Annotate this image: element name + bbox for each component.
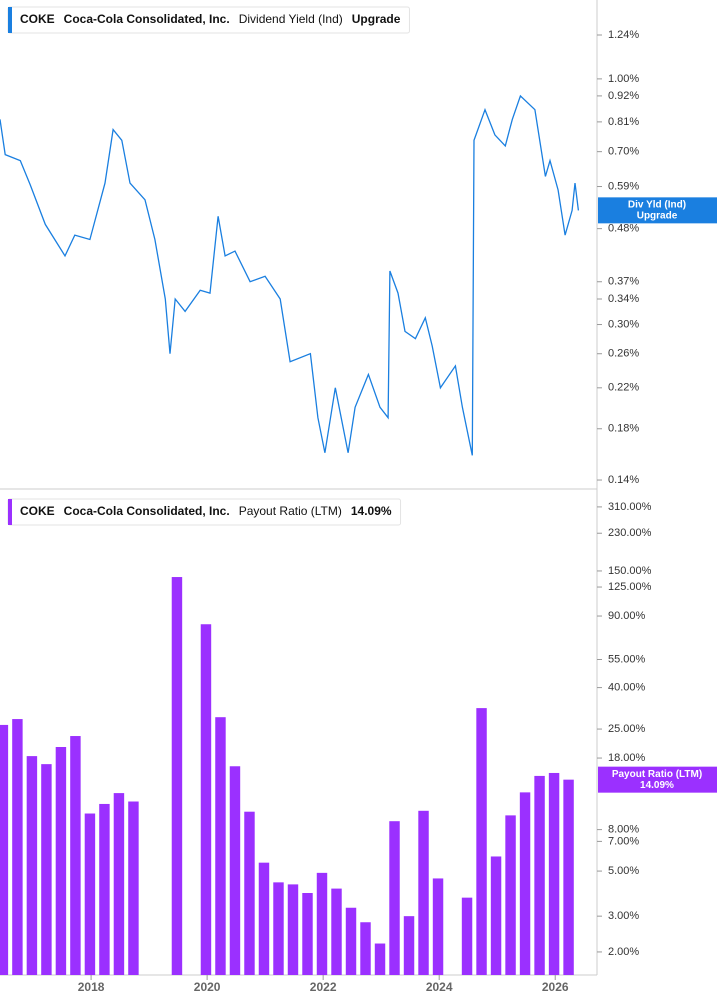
y-tick-label: 0.30%	[608, 318, 639, 330]
data-line	[0, 94, 580, 456]
bar	[84, 813, 96, 975]
y-tick-label: 0.22%	[608, 382, 639, 394]
legend: COKE Coca-Cola Consolidated, Inc. Payout R…	[7, 498, 402, 526]
bar	[461, 897, 473, 975]
bar	[534, 775, 545, 975]
y-tick-label: 0.92%	[608, 90, 639, 102]
y-tick-label: 0.59%	[608, 180, 639, 192]
x-tick-label: 2024	[426, 980, 453, 994]
y-tick-label: 2.00%	[608, 946, 639, 958]
y-tick-label: 40.00%	[608, 681, 646, 693]
legend: COKE Coca-Cola Consolidated, Inc. Dividend…	[7, 6, 410, 34]
bar	[41, 764, 52, 975]
bar	[26, 756, 38, 975]
y-tick-label: 0.14%	[608, 474, 639, 486]
bar	[360, 922, 371, 975]
y-tick-label: 5.00%	[608, 865, 639, 877]
y-tick-label: 310.00%	[608, 501, 652, 513]
y-tick-label: 0.18%	[608, 423, 639, 435]
bar	[476, 708, 487, 975]
value-badge-label: Payout Ratio (LTM)	[612, 769, 702, 780]
value-badge	[598, 766, 717, 793]
x-tick-label: 2022	[310, 980, 337, 994]
x-tick-label: 2026	[542, 980, 569, 994]
bar	[432, 878, 444, 975]
bar	[113, 793, 125, 975]
bar	[490, 856, 502, 975]
bar	[171, 577, 183, 975]
value-badge-label: Div Yld (Ind)	[628, 199, 686, 210]
legend-metric: Dividend Yield (Ind)	[239, 12, 343, 26]
y-tick-label: 1.00%	[608, 73, 639, 85]
y-tick-label: 0.48%	[608, 223, 639, 235]
bar	[374, 943, 386, 975]
bar	[418, 810, 429, 975]
bar	[505, 815, 516, 975]
y-tick-label: 230.00%	[608, 527, 652, 539]
bar	[389, 821, 400, 975]
y-tick-label: 150.00%	[608, 565, 652, 577]
bar	[12, 719, 23, 975]
legend-company: Coca-Cola Consolidated, Inc.	[64, 12, 230, 26]
y-tick-label: 0.26%	[608, 348, 639, 360]
legend-swatch	[8, 499, 12, 525]
legend-metric: Payout Ratio (LTM)	[239, 504, 342, 518]
x-tick-label: 2018	[78, 980, 105, 994]
y-tick-label: 125.00%	[608, 581, 652, 593]
y-tick-label: 18.00%	[608, 752, 646, 764]
bar	[563, 779, 574, 975]
bar	[0, 724, 9, 975]
value-badge	[598, 197, 717, 224]
bar	[258, 862, 270, 975]
bar	[244, 811, 255, 975]
legend-company: Coca-Cola Consolidated, Inc.	[64, 504, 230, 518]
bar	[287, 884, 299, 975]
bar	[302, 893, 313, 975]
x-tick-label: 2020	[194, 980, 221, 994]
bar	[273, 882, 284, 975]
bar	[403, 916, 415, 975]
bar	[229, 766, 241, 975]
y-tick-label: 0.34%	[608, 293, 639, 305]
y-tick-label: 90.00%	[608, 610, 646, 622]
y-tick-label: 7.00%	[608, 835, 639, 847]
y-tick-label: 3.00%	[608, 910, 639, 922]
value-badge-label: 14.09%	[640, 780, 674, 791]
bar	[200, 624, 212, 975]
bar	[548, 772, 560, 975]
legend-ticker: COKE	[20, 12, 55, 26]
bar	[55, 747, 67, 975]
bar	[99, 803, 110, 975]
y-tick-label: 0.37%	[608, 276, 639, 288]
bar	[331, 888, 342, 975]
bar	[70, 736, 81, 975]
bar	[215, 717, 226, 975]
bar	[519, 792, 531, 975]
y-tick-label: 0.70%	[608, 146, 639, 158]
legend-value: Upgrade	[352, 12, 401, 26]
bar	[345, 907, 357, 975]
legend-swatch	[8, 7, 12, 33]
y-tick-label: 25.00%	[608, 723, 646, 735]
y-tick-label: 1.24%	[608, 29, 639, 41]
y-tick-label: 0.81%	[608, 116, 639, 128]
value-badge-label: Upgrade	[637, 210, 678, 221]
bar	[128, 801, 139, 975]
y-tick-label: 8.00%	[608, 824, 639, 836]
y-tick-label: 55.00%	[608, 653, 646, 665]
bar	[316, 872, 328, 975]
legend-value: 14.09%	[351, 504, 392, 518]
legend-ticker: COKE	[20, 504, 55, 518]
